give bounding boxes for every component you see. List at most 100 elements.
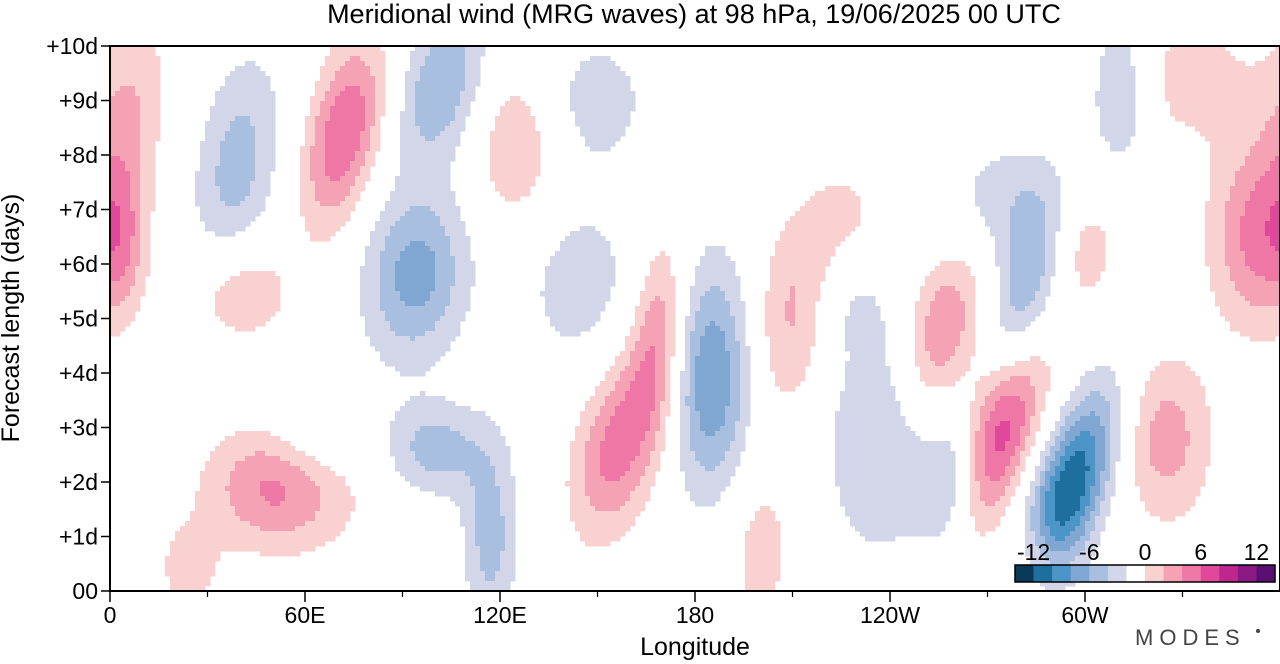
field-cell: [215, 211, 221, 217]
field-cell: [965, 281, 971, 287]
field-cell: [430, 116, 436, 122]
field-cell: [130, 91, 136, 97]
field-cell: [585, 136, 591, 142]
field-cell: [600, 306, 606, 312]
field-cell: [590, 66, 596, 72]
field-cell: [115, 136, 121, 142]
field-cell: [1265, 191, 1271, 197]
field-cell: [610, 101, 616, 107]
field-cell: [390, 201, 396, 207]
field-cell: [985, 191, 991, 197]
field-cell: [1240, 66, 1246, 72]
field-cell: [1010, 246, 1016, 252]
field-cell: [585, 271, 591, 277]
field-cell: [525, 116, 531, 122]
field-cell: [735, 291, 741, 297]
field-cell: [370, 141, 376, 147]
field-cell: [955, 311, 961, 317]
field-cell: [575, 106, 581, 112]
field-cell: [1205, 211, 1211, 217]
field-cell: [1225, 171, 1231, 177]
field-cell: [1275, 131, 1280, 137]
field-cell: [1190, 101, 1196, 107]
field-cell: [470, 96, 476, 102]
field-cell: [785, 256, 791, 262]
field-cell: [230, 231, 236, 237]
field-cell: [335, 81, 341, 87]
field-cell: [850, 201, 856, 207]
field-cell: [1215, 216, 1221, 222]
field-cell: [945, 291, 951, 297]
field-cell: [1245, 146, 1251, 152]
field-cell: [400, 286, 406, 292]
field-cell: [580, 126, 586, 132]
field-cell: [1210, 271, 1216, 277]
field-cell: [370, 236, 376, 242]
field-cell: [945, 281, 951, 287]
field-cell: [340, 211, 346, 217]
field-cell: [1275, 276, 1280, 282]
field-cell: [785, 246, 791, 252]
field-cell: [270, 311, 276, 317]
field-cell: [765, 306, 771, 312]
field-cell: [235, 191, 241, 197]
field-cell: [440, 241, 446, 247]
field-cell: [410, 56, 416, 62]
field-cell: [855, 306, 861, 312]
field-cell: [1120, 46, 1126, 52]
field-cell: [1220, 181, 1226, 187]
field-cell: [1275, 176, 1280, 182]
field-cell: [445, 91, 451, 97]
field-cell: [425, 111, 431, 117]
field-cell: [920, 296, 926, 302]
field-cell: [830, 231, 836, 237]
field-cell: [405, 131, 411, 137]
field-cell: [1100, 246, 1106, 252]
field-cell: [350, 51, 356, 57]
field-cell: [1270, 306, 1276, 312]
field-cell: [830, 196, 836, 202]
field-cell: [1205, 216, 1211, 222]
field-cell: [465, 96, 471, 102]
field-cell: [450, 141, 456, 147]
field-cell: [805, 236, 811, 242]
field-cell: [625, 76, 631, 82]
field-cell: [1095, 276, 1101, 282]
field-cell: [450, 256, 456, 262]
field-cell: [200, 146, 206, 152]
field-cell: [115, 61, 121, 67]
field-cell: [330, 156, 336, 162]
field-cell: [1010, 186, 1016, 192]
field-cell: [215, 106, 221, 112]
field-cell: [785, 261, 791, 267]
field-cell: [1010, 221, 1016, 227]
field-cell: [715, 271, 721, 277]
field-cell: [1250, 76, 1256, 82]
field-cell: [345, 151, 351, 157]
field-cell: [1165, 81, 1171, 87]
field-cell: [1040, 271, 1046, 277]
field-cell: [375, 81, 381, 87]
field-cell: [605, 256, 611, 262]
field-cell: [355, 121, 361, 127]
field-cell: [375, 246, 381, 252]
field-cell: [155, 136, 161, 142]
field-cell: [575, 71, 581, 77]
field-cell: [385, 301, 391, 307]
field-cell: [380, 251, 386, 257]
field-cell: [1235, 241, 1241, 247]
field-cell: [1100, 106, 1106, 112]
field-cell: [810, 241, 816, 247]
field-cell: [450, 96, 456, 102]
field-cell: [615, 131, 621, 137]
field-cell: [1260, 301, 1266, 307]
field-cell: [605, 111, 611, 117]
field-cell: [575, 251, 581, 257]
field-cell: [445, 101, 451, 107]
field-cell: [795, 276, 801, 282]
field-cell: [305, 126, 311, 132]
field-cell: [220, 206, 226, 212]
field-cell: [260, 76, 266, 82]
field-cell: [240, 291, 246, 297]
field-cell: [415, 216, 421, 222]
